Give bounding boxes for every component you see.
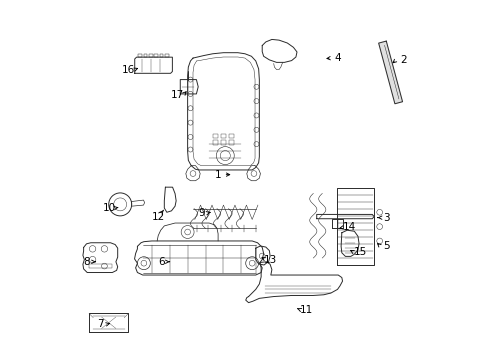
Polygon shape [379,41,402,104]
Text: 9: 9 [198,208,205,218]
Text: 14: 14 [343,222,356,232]
Text: 4: 4 [335,53,342,63]
Bar [213,140,219,145]
Text: 6: 6 [158,257,165,267]
Text: 10: 10 [103,203,116,213]
Text: 2: 2 [400,55,407,65]
Bar [220,134,226,138]
Text: 15: 15 [354,247,367,257]
Bar [213,134,219,138]
Bar [149,54,153,57]
Bar [228,140,234,145]
Text: 11: 11 [300,305,313,315]
Bar [220,140,226,145]
Bar [165,54,169,57]
Text: 7: 7 [98,319,104,329]
Bar [138,54,142,57]
Text: 17: 17 [171,90,184,100]
Text: 16: 16 [122,64,135,75]
Bar [144,54,147,57]
Bar [160,54,164,57]
Text: 13: 13 [264,255,277,265]
Text: 1: 1 [215,170,221,180]
Bar [154,54,158,57]
Text: 12: 12 [151,212,165,221]
Text: 8: 8 [83,257,90,267]
Text: 3: 3 [383,213,390,222]
Bar [228,134,234,138]
Text: 5: 5 [383,241,390,251]
